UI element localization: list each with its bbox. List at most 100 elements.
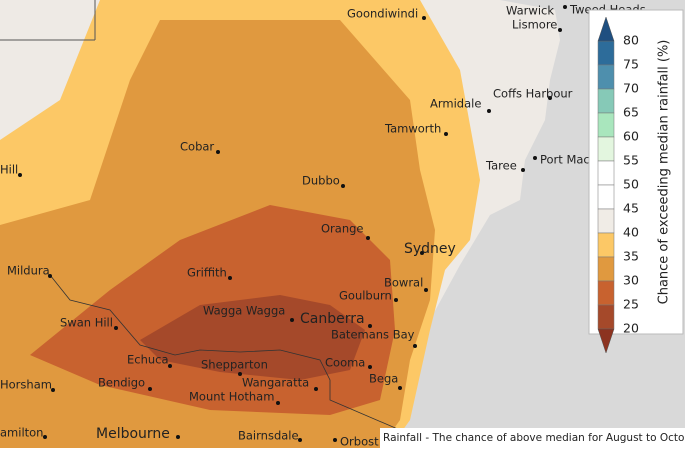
town-dot	[420, 251, 424, 255]
legend-swatch	[597, 208, 615, 234]
caption: Rainfall - The chance of above median fo…	[383, 432, 685, 444]
legend-tick-label: 35	[623, 249, 639, 264]
town-dot	[290, 318, 294, 322]
legend-tick-label: 20	[623, 321, 639, 336]
town-dot	[51, 388, 55, 392]
town-dot	[276, 401, 280, 405]
town-label: Taree	[485, 159, 517, 173]
caption-box	[380, 428, 685, 448]
legend-tick-label: 65	[623, 105, 639, 120]
town-dot	[444, 132, 448, 136]
town-label: Warwick	[506, 4, 554, 18]
town-dot	[18, 173, 22, 177]
town-label: Dubbo	[302, 174, 340, 188]
legend-swatch	[597, 136, 615, 162]
town-label: Echuca	[127, 353, 169, 367]
town-label: Horsham	[0, 378, 52, 392]
town-dot	[298, 438, 302, 442]
town-dot	[228, 276, 232, 280]
town-label: Coffs Harbour	[493, 87, 573, 101]
legend-tick-label: 60	[623, 129, 639, 144]
town-dot	[558, 28, 562, 32]
legend-tick-label: 70	[623, 81, 639, 96]
town-dot	[548, 96, 552, 100]
town-label: Swan Hill	[60, 316, 113, 330]
town-label: Bairnsdale	[238, 429, 299, 443]
town-dot	[314, 387, 318, 391]
legend: 80 75 70 65 60 55 50 45 40 35 30 25 20	[597, 16, 639, 354]
town-dot	[114, 326, 118, 330]
town-dot	[216, 150, 220, 154]
town-dot	[413, 344, 417, 348]
town-dot	[422, 16, 426, 20]
town-dot	[394, 298, 398, 302]
legend-swatch	[597, 304, 615, 330]
legend-swatch	[597, 256, 615, 282]
town-dot	[43, 435, 47, 439]
town-dot	[424, 288, 428, 292]
town-label: Orbost	[340, 435, 379, 449]
town-label: Armidale	[430, 97, 481, 111]
town-label: Hill	[0, 163, 18, 177]
town-label: Shepparton	[201, 358, 268, 372]
legend-swatch	[597, 112, 615, 138]
legend-title: Chance of exceeding median rainfall (%)	[657, 40, 672, 305]
town-label: Mount Hotham	[189, 390, 274, 404]
town-dot	[533, 156, 537, 160]
town-label: Cooma	[325, 356, 365, 370]
legend-arrow-top	[597, 16, 615, 42]
legend-swatch	[597, 184, 615, 210]
town-dot	[487, 109, 491, 113]
town-label: Melbourne	[96, 426, 170, 442]
town-dot	[238, 372, 242, 376]
town-dot	[48, 274, 52, 278]
town-dot	[366, 236, 370, 240]
town-label: Bega	[369, 372, 398, 386]
town-dot	[168, 364, 172, 368]
legend-tick-label: 55	[623, 153, 639, 168]
legend-tick-label: 45	[623, 201, 639, 216]
border	[0, 0, 96, 41]
state-border	[49, 274, 401, 431]
legend-swatch	[597, 64, 615, 90]
town-label: Bendigo	[98, 376, 145, 390]
town-dot	[341, 184, 345, 188]
town-label: Goulburn	[339, 289, 392, 303]
town-label: Sydney	[404, 241, 456, 257]
town-label: Griffith	[187, 266, 227, 280]
town-dot	[521, 168, 525, 172]
legend-tick-label: 40	[623, 225, 639, 240]
town-label: Wagga Wagga	[203, 304, 285, 318]
town-dot	[176, 435, 180, 439]
town-dot	[368, 324, 372, 328]
legend-tick-label: 50	[623, 177, 639, 192]
legend-tick-label: 75	[623, 57, 639, 72]
legend-tick-label: 25	[623, 297, 639, 312]
town-dot	[398, 386, 402, 390]
legend-swatch	[597, 280, 615, 306]
town-label: Port Mac	[540, 153, 590, 167]
town-label: Lismore	[512, 18, 557, 32]
town-dot	[368, 365, 372, 369]
legend-swatch	[597, 40, 615, 66]
region-20-25	[140, 295, 365, 380]
town-label: Cobar	[180, 140, 214, 154]
legend-arrow-bottom	[597, 328, 615, 354]
legend-tick-label: 30	[623, 273, 639, 288]
town-label: amilton	[0, 426, 43, 440]
legend-swatch	[597, 160, 615, 186]
town-label: Batemans Bay	[331, 328, 415, 342]
town-label: Wangaratta	[242, 376, 309, 390]
town-label: Canberra	[300, 311, 365, 327]
legend-tick-label: 80	[623, 33, 639, 48]
town-dot	[148, 387, 152, 391]
town-dot	[333, 438, 337, 442]
town-label: Bowral	[384, 276, 423, 290]
legend-swatch	[597, 232, 615, 258]
town-label: Goondiwindi	[347, 7, 418, 21]
town-label: Mildura	[7, 264, 50, 278]
town-label: Orange	[321, 222, 364, 236]
town-label: Tamworth	[384, 122, 441, 136]
